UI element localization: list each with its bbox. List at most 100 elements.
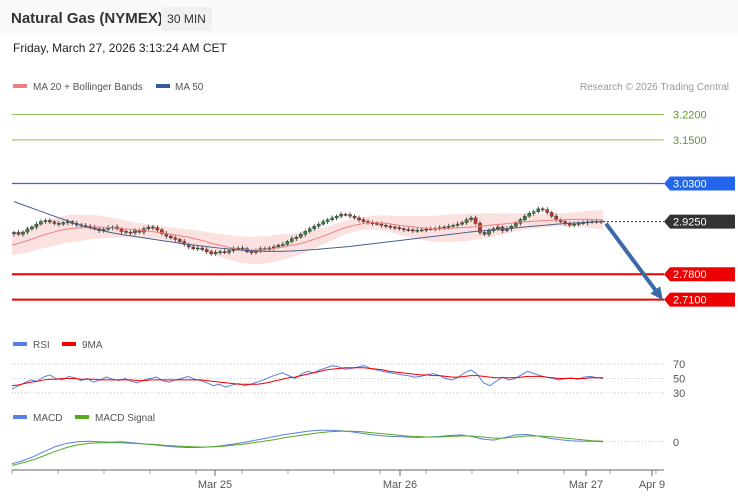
candle-body [249,251,254,253]
macd-line [11,429,604,465]
interval-button[interactable]: 30 MIN [161,7,212,31]
candle-body [361,219,366,222]
candle-body [357,217,361,220]
candle-body [540,208,545,211]
candle-body [527,213,532,217]
price-panel [11,201,606,265]
candle-body [177,239,182,242]
candle-body [397,227,402,230]
support-level-label: 2.7800 [673,269,707,281]
candle-body [21,231,25,235]
rsi-ma-legend-label: 9MA [82,340,103,351]
header-bar: Natural Gas (NYMEX) 30 MIN [0,0,738,36]
candle-body [339,214,343,217]
candle-body [406,229,411,231]
ma20-legend-swatch [13,84,27,88]
forecast-arrow [604,222,660,295]
candle-body [572,223,576,226]
timestamp: Friday, March 27, 2026 3:13:24 AM CET [13,41,227,55]
candle-body [124,231,128,233]
rsi-tick-label: 50 [673,374,685,386]
candle-body [549,212,554,217]
candle-body [334,215,339,219]
candle-body [545,209,550,213]
candle-body [554,215,558,220]
candle-body [290,238,294,242]
ma50-legend-label: MA 50 [175,82,204,93]
candle-body [169,235,173,239]
rsi-panel: 70 50 30 [11,359,685,400]
candle-body [411,229,415,232]
candle-body [514,223,518,227]
candle-body [325,219,330,222]
candle-body [48,220,52,223]
candle-body [352,215,357,219]
candle-body [173,237,178,240]
candle-body [218,251,222,253]
copyright-text: Research © 2026 Trading Central [580,82,729,93]
candle-body [402,228,406,231]
candle-body [276,244,281,248]
candle-body [16,232,21,235]
rsi-tick-label: 30 [673,388,685,400]
candle-body [388,226,393,228]
candle-body [446,226,451,228]
candle-body [419,229,424,232]
time-axis: Mar 25 Mar 26 Mar 27 Apr 9 [11,469,665,491]
candle-body [151,226,155,229]
candle-body [415,230,420,232]
candle-body [393,226,397,229]
ma20-line [11,218,603,251]
forecast-arrow-head [650,286,663,301]
candle-body [298,234,303,238]
candle-body [460,222,464,225]
candle-body [39,221,43,225]
macd-signal-legend-swatch [75,415,89,419]
candle-body [204,249,209,252]
candle-body [222,251,227,253]
time-tick-label: Mar 27 [569,479,603,491]
macd-panel: 0 [11,429,679,466]
candle-body [424,228,429,231]
support-level-tag [664,267,735,282]
candle-body [294,236,299,239]
candle-body [285,241,290,245]
time-tick-label: Mar 25 [198,479,232,491]
candle-body [52,221,57,224]
candle-body [61,222,66,225]
candle-body [464,219,469,223]
candle-body [209,251,213,255]
rsi-ma-legend-swatch [62,342,76,346]
candle-body [43,220,48,222]
rsi-ma-line [11,367,603,387]
rsi-legend-swatch [13,342,27,346]
macd-tick-label: 0 [673,437,679,449]
instrument-title: Natural Gas (NYMEX) [11,10,163,27]
ma20-legend-label: MA 20 + Bollinger Bands [33,82,143,93]
macd-signal-line [11,430,604,466]
ma50-line [13,201,606,252]
candle-body [348,214,352,217]
candle-body [343,214,348,216]
time-tick-label: Mar 26 [383,479,417,491]
candle-body [455,223,460,226]
support-level-label: 2.7100 [673,295,707,307]
candle-body [487,230,491,235]
bollinger-band [12,209,603,265]
candle-body [379,223,384,226]
candle-body [303,231,308,235]
candle-body [227,250,231,253]
rsi-tick-label: 70 [673,359,685,371]
candle-body [34,223,39,228]
candle-body [576,223,581,225]
candle-body [119,228,124,232]
candle-body [473,217,478,224]
candle-body [240,247,245,250]
candle-body [133,230,137,234]
candle-body [509,226,514,230]
macd-legend-label: MACD [33,413,62,424]
candle-body [200,247,204,250]
price-levels: 3.2200 3.1500 3.0300 2.9250 2.7800 2.7100 [12,110,735,307]
candle-body [307,228,312,232]
